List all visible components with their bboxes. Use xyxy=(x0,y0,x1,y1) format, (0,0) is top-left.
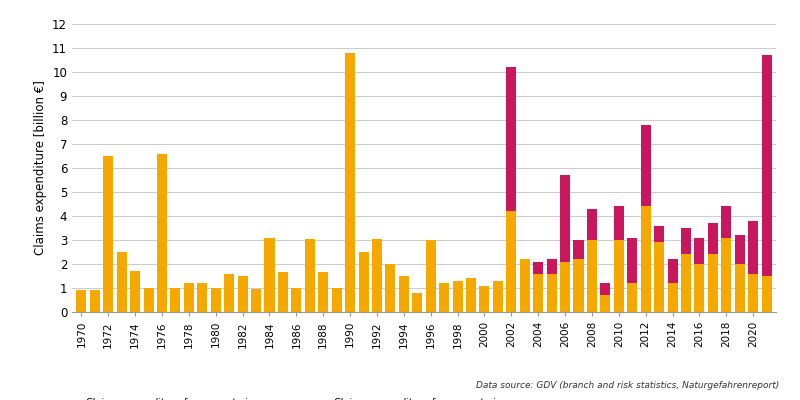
Bar xyxy=(345,53,355,312)
Bar xyxy=(506,67,516,211)
Bar xyxy=(251,289,261,312)
Bar xyxy=(654,242,664,312)
Bar xyxy=(198,283,207,312)
Bar xyxy=(694,238,705,264)
Bar xyxy=(520,259,530,312)
Legend: Claims expenditure for property insurance
(damage caused by storm and hailstones: Claims expenditure for property insuranc… xyxy=(70,398,542,400)
Bar xyxy=(170,288,181,312)
Bar xyxy=(238,276,248,312)
Bar xyxy=(574,259,583,312)
Bar xyxy=(533,274,543,312)
Bar xyxy=(762,55,772,276)
Bar xyxy=(76,290,86,312)
Bar xyxy=(426,240,436,312)
Bar xyxy=(627,283,638,312)
Bar xyxy=(600,295,610,312)
Bar xyxy=(667,283,678,312)
Bar xyxy=(641,125,650,206)
Bar xyxy=(560,262,570,312)
Bar xyxy=(466,278,476,312)
Bar xyxy=(103,156,114,312)
Bar xyxy=(90,290,100,312)
Bar xyxy=(372,239,382,312)
Bar xyxy=(627,238,638,283)
Bar xyxy=(399,276,409,312)
Bar xyxy=(708,254,718,312)
Y-axis label: Claims expenditure [billion €]: Claims expenditure [billion €] xyxy=(34,80,46,256)
Bar xyxy=(358,252,369,312)
Bar xyxy=(224,274,234,312)
Bar xyxy=(386,264,395,312)
Bar xyxy=(143,288,154,312)
Bar xyxy=(546,274,557,312)
Bar xyxy=(278,272,288,312)
Bar xyxy=(546,259,557,274)
Bar xyxy=(681,254,691,312)
Bar xyxy=(117,252,126,312)
Bar xyxy=(291,288,302,312)
Bar xyxy=(533,262,543,274)
Bar xyxy=(722,238,731,312)
Bar xyxy=(265,238,274,312)
Bar xyxy=(614,240,624,312)
Bar xyxy=(574,240,583,259)
Bar xyxy=(694,264,705,312)
Bar xyxy=(587,240,597,312)
Bar xyxy=(600,283,610,295)
Bar xyxy=(614,206,624,240)
Bar xyxy=(587,209,597,240)
Bar xyxy=(305,239,315,312)
Bar xyxy=(439,283,449,312)
Bar xyxy=(157,154,167,312)
Bar xyxy=(748,274,758,312)
Bar xyxy=(318,272,328,312)
Bar xyxy=(762,276,772,312)
Bar xyxy=(734,264,745,312)
Bar xyxy=(412,293,422,312)
Bar xyxy=(130,271,140,312)
Bar xyxy=(184,283,194,312)
Bar xyxy=(681,228,691,254)
Bar xyxy=(734,235,745,264)
Bar xyxy=(560,175,570,262)
Bar xyxy=(479,286,490,312)
Bar xyxy=(210,288,221,312)
Bar xyxy=(332,288,342,312)
Text: Data source: GDV (branch and risk statistics, Naturgefahrenreport): Data source: GDV (branch and risk statis… xyxy=(476,381,779,390)
Bar xyxy=(654,226,664,242)
Bar xyxy=(453,281,462,312)
Bar xyxy=(493,281,503,312)
Bar xyxy=(708,223,718,254)
Bar xyxy=(506,211,516,312)
Bar xyxy=(722,206,731,238)
Bar xyxy=(748,221,758,274)
Bar xyxy=(641,206,650,312)
Bar xyxy=(667,259,678,283)
